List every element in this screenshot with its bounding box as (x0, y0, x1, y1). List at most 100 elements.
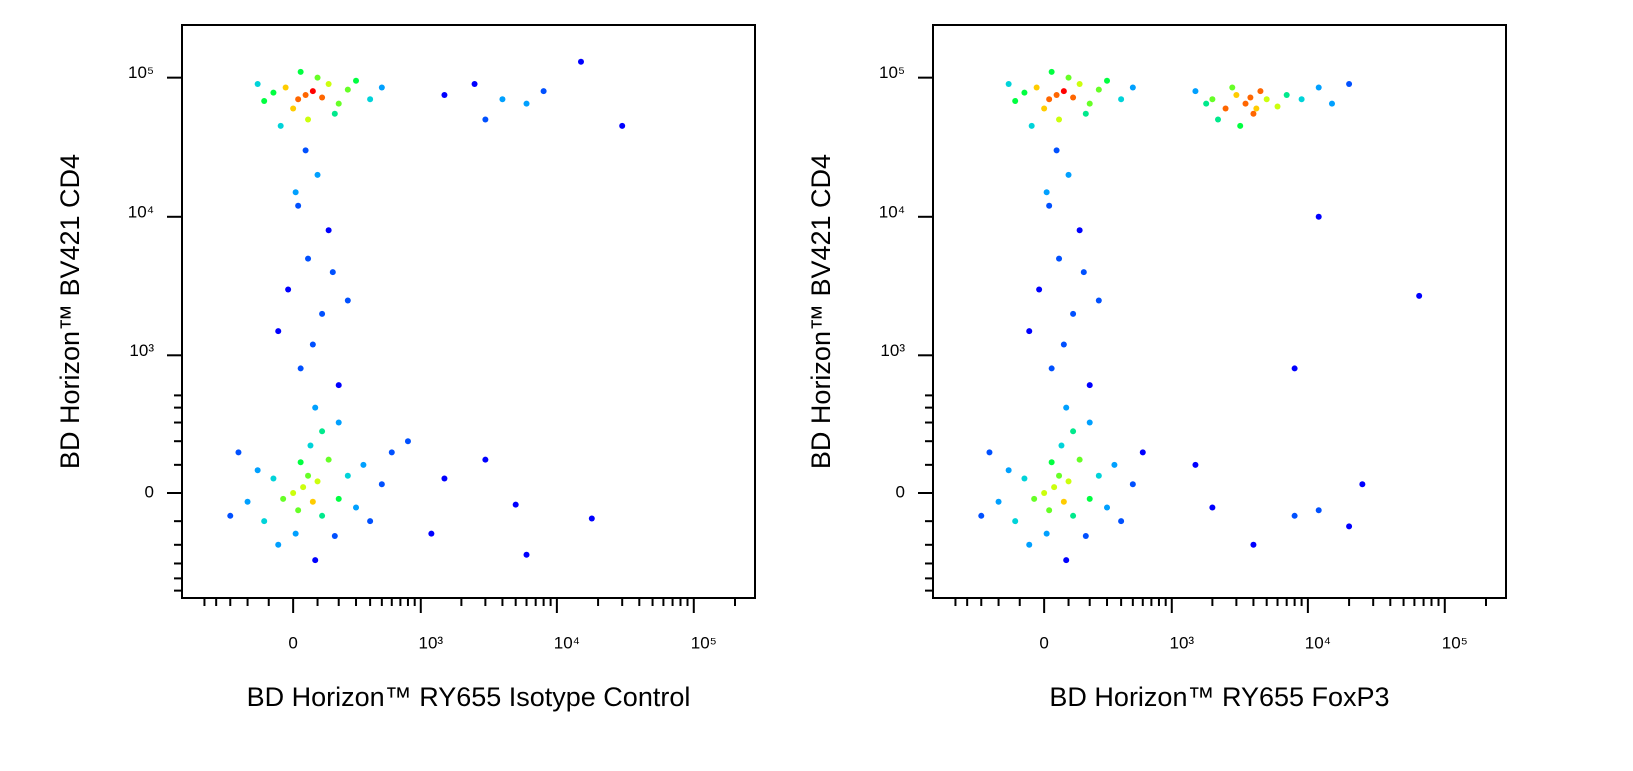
event-dot (335, 100, 342, 107)
event-dot (1058, 442, 1065, 449)
event-dot (244, 498, 251, 505)
event-dot (1048, 459, 1055, 466)
event-dot (1026, 328, 1033, 335)
event-dot (1070, 310, 1077, 317)
event-dot (280, 495, 287, 502)
event-dot (1028, 122, 1035, 129)
y-axis-title: BD Horizon™ BV421 CD4 (55, 154, 85, 469)
event-dot (1063, 557, 1070, 564)
event-dot (1051, 484, 1058, 491)
event-dot (295, 507, 302, 514)
event-dot (1104, 504, 1111, 511)
event-dot (1065, 478, 1072, 485)
event-dot (297, 459, 304, 466)
x-tick-label: 0 (1039, 633, 1048, 652)
event-dot (319, 428, 326, 435)
event-dot (1111, 461, 1118, 468)
event-dot (1118, 96, 1125, 103)
event-dot (1229, 84, 1236, 91)
event-dot (1070, 94, 1077, 101)
event-dot (1056, 116, 1063, 123)
event-dot (360, 461, 367, 468)
event-dot (227, 512, 234, 519)
event-dot (986, 449, 993, 456)
event-dot (329, 269, 336, 276)
event-dot (1046, 96, 1053, 103)
y-tick-label: 0 (145, 482, 154, 501)
y-tick-label: 10³ (129, 341, 154, 360)
plot-frame (181, 24, 756, 599)
event-dot (471, 81, 478, 88)
event-dot (325, 456, 332, 463)
event-dot (1086, 495, 1093, 502)
x-tick-label: 10³ (1169, 633, 1194, 652)
event-dot (1242, 100, 1249, 107)
event-dot (1283, 92, 1290, 99)
event-dot (1065, 74, 1072, 81)
event-dot (1048, 365, 1055, 372)
event-dot (1346, 81, 1353, 88)
event-dot (1104, 77, 1111, 84)
y-axis-title: BD Horizon™ BV421 CD4 (806, 154, 836, 469)
event-dot (275, 328, 282, 335)
event-dot (1012, 97, 1019, 104)
event-dot (1203, 100, 1210, 107)
event-dot (1118, 518, 1125, 525)
event-dot (1095, 86, 1102, 93)
event-dot (319, 512, 326, 519)
event-dot (1192, 461, 1199, 468)
event-dot (305, 472, 312, 479)
event-dot (319, 94, 326, 101)
event-dot (1222, 105, 1229, 112)
event-dot (335, 419, 342, 426)
event-dot (1315, 213, 1322, 220)
event-dot (577, 58, 584, 65)
event-dot (1060, 88, 1067, 95)
event-dot (588, 515, 595, 522)
event-dot (1291, 512, 1298, 519)
event-dot (1086, 100, 1093, 107)
event-dot (1253, 105, 1260, 112)
event-dot (1063, 404, 1070, 411)
event-dot (270, 475, 277, 482)
event-dot (388, 449, 395, 456)
event-dot (1192, 88, 1199, 95)
event-dot (307, 442, 314, 449)
event-dot (1056, 255, 1063, 262)
event-dot (378, 481, 385, 488)
event-dot (1048, 68, 1055, 75)
event-dot (1328, 100, 1335, 107)
event-dot (300, 484, 307, 491)
event-dot (290, 490, 297, 497)
event-dot (1291, 365, 1298, 372)
event-dot (512, 501, 519, 508)
event-dot (295, 202, 302, 209)
event-dot (1263, 96, 1270, 103)
event-dot (1315, 507, 1322, 514)
event-dot (995, 498, 1002, 505)
event-dot (344, 297, 351, 304)
event-dot (1346, 523, 1353, 530)
event-dot (1129, 84, 1136, 91)
event-dot (335, 382, 342, 389)
event-dot (309, 498, 316, 505)
event-dot (270, 89, 277, 96)
y-tick-label: 10⁴ (128, 202, 154, 221)
y-tick-label: 10⁵ (128, 63, 154, 82)
event-dot (540, 88, 547, 95)
event-dot (1060, 341, 1067, 348)
event-dot (1046, 202, 1053, 209)
event-dot (1012, 518, 1019, 525)
event-dot (353, 504, 360, 511)
event-dot (1082, 110, 1089, 117)
event-dot (309, 88, 316, 95)
event-dot (378, 84, 385, 91)
event-dot (285, 286, 292, 293)
event-dot (319, 310, 326, 317)
event-dot (305, 255, 312, 262)
event-dot (277, 122, 284, 129)
event-dot (344, 86, 351, 93)
event-dot (1070, 428, 1077, 435)
event-dot (1237, 122, 1244, 129)
event-dot (312, 404, 319, 411)
